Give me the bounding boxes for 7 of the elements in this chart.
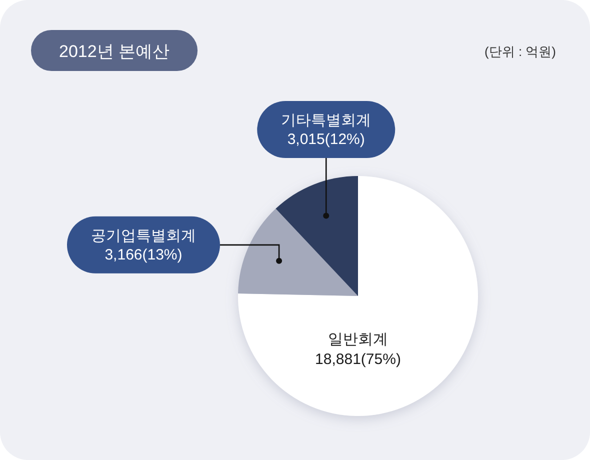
slice-label: 기타특별회계	[281, 112, 372, 129]
data-label: 3,015(12%)	[287, 131, 365, 148]
data-label: 3,166(13%)	[104, 246, 182, 264]
title: 2012년 본예산	[31, 30, 198, 71]
annotation: (단위 : 억원)	[484, 44, 556, 59]
slice-label: 공기업특별회계	[91, 227, 196, 244]
chart-title: 2012년 본예산	[59, 42, 170, 61]
